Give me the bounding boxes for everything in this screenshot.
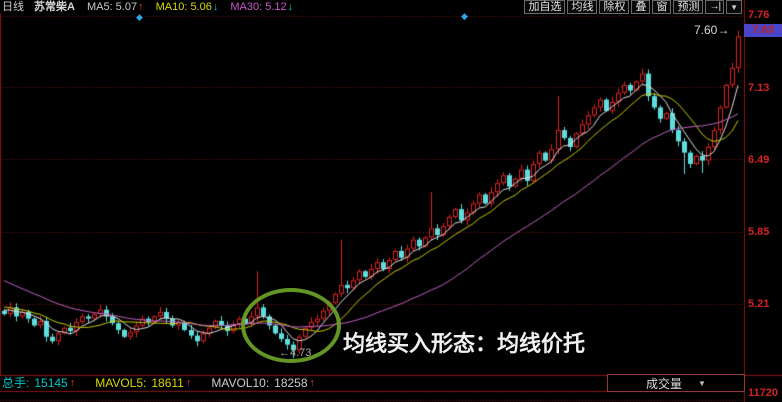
add-watchlist-button[interactable]: 加自选 <box>524 0 566 14</box>
chevron-down-icon: ▼ <box>698 378 706 388</box>
top-toolbar: 日线 苏常柴A MA5: 5.07 ↑ MA10: 5.06 ↓ MA30: 5… <box>0 0 782 14</box>
y-axis-tick: 7.13 <box>748 82 770 94</box>
indicator-selector-label: 成交量 <box>646 376 683 391</box>
high-price-marker: 7.60→ <box>694 23 730 37</box>
pattern-annotation: 均线买入形态：均线价托 <box>343 331 586 356</box>
highlight-ellipse <box>241 288 341 363</box>
ma-settings-button[interactable]: 均线 <box>567 0 598 14</box>
ma30-down-arrow-icon: ↓ <box>287 0 294 13</box>
ma10-down-arrow-icon: ↓ <box>212 0 219 13</box>
y-axis-tick: 5.85 <box>748 226 770 238</box>
chevron-down-icon[interactable]: ▼ <box>726 0 742 14</box>
ma5-value: MA5: 5.07 <box>86 0 138 13</box>
period-label[interactable]: 日线 <box>2 0 24 13</box>
mavol5-label: MAVOL5: <box>95 376 147 390</box>
symbol-name: 苏常柴A <box>34 0 75 13</box>
y-axis-tick: 5.21 <box>748 298 770 310</box>
volume-info-bar: 总手: 15145 ↑ MAVOL5: 18611 ↑ MAVOL10: 182… <box>0 376 600 390</box>
forecast-button[interactable]: 预测 <box>673 0 704 14</box>
volume-up-arrow-icon: ↑ <box>69 377 76 389</box>
mavol10-up-arrow-icon: ↑ <box>309 377 316 389</box>
toolbar-buttons: 加自选 均线 除权 叠 窗 预测 →| ▼ <box>524 0 742 14</box>
indicator-selector[interactable]: 成交量 ▼ <box>607 374 745 392</box>
volume-axis-max: 11720 <box>748 387 778 399</box>
volume-label: 总手: <box>2 376 30 390</box>
ma5-up-arrow-icon: ↑ <box>138 0 144 13</box>
low-price-marker: ←4.73 <box>279 347 312 359</box>
mavol10-label: MAVOL10: <box>211 376 270 390</box>
event-diamond-icon: ◆ <box>136 12 143 22</box>
y-axis-tick: 6.49 <box>748 154 770 166</box>
mavol10-value: 18258 <box>274 376 308 390</box>
overlay-button[interactable]: 叠 <box>631 0 651 14</box>
event-diamond-icon: ◆ <box>461 11 468 21</box>
y-axis-tick: 7.76 <box>748 9 770 21</box>
mavol5-up-arrow-icon: ↑ <box>185 377 192 389</box>
ex-rights-button[interactable]: 除权 <box>599 0 630 14</box>
current-price-badge: 7.63 <box>744 24 782 37</box>
window-button[interactable]: 窗 <box>652 0 672 14</box>
volume-value: 15145 <box>34 376 68 390</box>
mavol5-value: 18611 <box>151 376 184 390</box>
page-forward-icon[interactable]: →| <box>705 0 725 14</box>
ma30-value: MA30: 5.12 <box>230 0 287 13</box>
ma10-value: MA10: 5.06 <box>155 0 212 13</box>
